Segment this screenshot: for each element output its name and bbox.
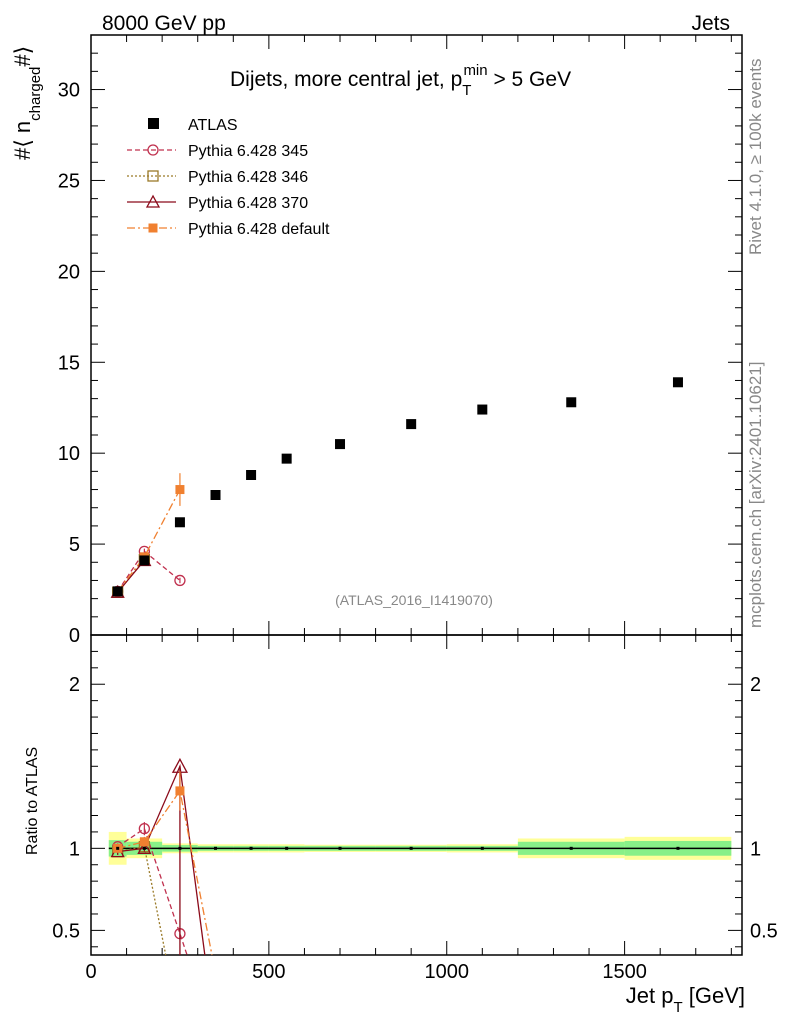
atlas-point-7 bbox=[406, 419, 417, 430]
y-tick-label-3: 15 bbox=[58, 352, 80, 374]
legend-label-4: Pythia 6.428 default bbox=[188, 221, 330, 238]
x-axis-label-sub: T bbox=[673, 999, 682, 1016]
y-tick-label-5: 25 bbox=[58, 170, 80, 192]
atlas-ratio-point-9 bbox=[569, 846, 573, 850]
plot-title-main: Dijets, more central jet, p bbox=[230, 68, 462, 91]
legend-marker-4 bbox=[148, 223, 158, 233]
y-tick-label-2: 10 bbox=[58, 443, 80, 465]
ratio-tick-label-l-1: 1 bbox=[69, 838, 80, 860]
header-left: 8000 GeV pp bbox=[102, 12, 226, 35]
axes-ticks: 0 500 1000 1500 0 5 10 15 20 25 30 0.5 0.5 1 1 2 2 bbox=[52, 34, 778, 983]
ratio-tick-label-r-1: 1 bbox=[750, 838, 761, 860]
plot-title-sup: min bbox=[463, 62, 487, 79]
x-axis-label-tail: [GeV] bbox=[683, 983, 745, 1008]
ratio-tick-label-l-0: 0.5 bbox=[52, 920, 80, 942]
series-0 bbox=[112, 545, 188, 956]
series-1 bbox=[112, 553, 167, 956]
series-3-line bbox=[117, 489, 181, 592]
y-axis-label-main: #⟨ n bbox=[10, 121, 35, 160]
ratio-tick-label-r-2: 2 bbox=[750, 674, 761, 696]
y-tick-label-6: 30 bbox=[58, 80, 80, 102]
series-0-ratio-point-1 bbox=[138, 822, 151, 835]
atlas-series bbox=[112, 377, 683, 850]
analysis-watermark: (ATLAS_2016_I1419070) bbox=[335, 592, 493, 608]
x-tick-label-3: 1500 bbox=[602, 961, 647, 983]
x-tick-label-1: 500 bbox=[252, 961, 285, 983]
atlas-ratio-point-7 bbox=[409, 846, 413, 850]
atlas-ratio-point-10 bbox=[676, 846, 680, 850]
y-axis-label-tail: #⟩ bbox=[10, 46, 35, 67]
x-tick-label-2: 1000 bbox=[424, 961, 469, 983]
legend-label-1: Pythia 6.428 345 bbox=[188, 143, 308, 160]
y-tick-label-1: 5 bbox=[69, 534, 80, 556]
atlas-point-9 bbox=[566, 397, 577, 408]
legend-marker-atlas bbox=[148, 118, 159, 129]
x-axis-label: Jet pT [GeV] bbox=[626, 983, 745, 1016]
atlas-ratio-point-5 bbox=[285, 846, 289, 850]
series-3-ratio-point-2 bbox=[175, 786, 185, 796]
atlas-ratio-point-3 bbox=[214, 846, 218, 850]
atlas-point-3 bbox=[210, 490, 221, 500]
atlas-ratio-point-2 bbox=[178, 846, 182, 850]
y-axis-label-sub: charged bbox=[27, 67, 44, 121]
rivet-version-text: Rivet 4.1.0, ≥ 100k events bbox=[746, 59, 765, 255]
legend-label-0: ATLAS bbox=[188, 117, 238, 134]
ratio-tick-label-r-0: 0.5 bbox=[750, 920, 778, 942]
legend: ATLAS Pythia 6.428 345 Pythia 6.428 346 Pyt… bbox=[127, 117, 330, 238]
ratio-plot-frame bbox=[90, 634, 743, 956]
legend-marker-1 bbox=[147, 144, 159, 156]
atlas-ratio-point-0 bbox=[116, 846, 120, 850]
plot-title: Dijets, more central jet, pTmin > 5 GeV bbox=[230, 62, 571, 99]
y-axis-label: #⟨ ncharged#⟩ bbox=[10, 46, 44, 160]
atlas-ratio-point-6 bbox=[338, 846, 342, 850]
y-tick-label-4: 20 bbox=[58, 261, 80, 283]
series-0-point-2 bbox=[174, 574, 186, 587]
atlas-ratio-point-1 bbox=[142, 846, 146, 850]
series-3-point-2 bbox=[175, 485, 185, 495]
atlas-ratio-point-4 bbox=[249, 846, 253, 850]
legend-label-3: Pythia 6.428 370 bbox=[188, 195, 308, 212]
atlas-ratio-point-8 bbox=[480, 846, 484, 850]
legend-marker-2 bbox=[147, 170, 159, 182]
plot-title-tail: > 5 GeV bbox=[488, 68, 571, 91]
atlas-point-0 bbox=[112, 586, 123, 597]
mcplots-url-text: mcplots.cern.ch [arXiv:2401.10621] bbox=[746, 362, 765, 628]
series-2-ratio-point-1 bbox=[137, 840, 152, 854]
series-0-ratio-line bbox=[117, 827, 188, 956]
y-tick-label-0: 0 bbox=[69, 625, 80, 647]
series-2-ratio-line bbox=[117, 763, 206, 956]
atlas-point-10 bbox=[672, 377, 683, 388]
atlas-point-1 bbox=[139, 555, 150, 566]
series-3-ratio-point-1 bbox=[139, 837, 149, 847]
atlas-point-6 bbox=[335, 439, 346, 450]
series-layer bbox=[110, 377, 683, 956]
series-3-ratio-line bbox=[117, 789, 213, 956]
ratio-tick-label-l-2: 2 bbox=[69, 674, 80, 696]
ratio-uncertainty-bands bbox=[108, 831, 732, 865]
atlas-point-5 bbox=[281, 453, 292, 464]
atlas-point-2 bbox=[174, 517, 185, 528]
legend-marker-3 bbox=[145, 194, 161, 208]
atlas-point-4 bbox=[246, 470, 257, 480]
x-tick-label-0: 0 bbox=[85, 961, 96, 983]
series-2 bbox=[110, 553, 206, 956]
ratio-y-axis-label: Ratio to ATLAS bbox=[24, 747, 41, 855]
legend-label-2: Pythia 6.428 346 bbox=[188, 169, 308, 186]
header-right: Jets bbox=[691, 12, 730, 35]
x-axis-label-main: Jet p bbox=[626, 983, 674, 1008]
plot-title-sub: T bbox=[462, 82, 471, 99]
atlas-point-8 bbox=[477, 404, 488, 415]
